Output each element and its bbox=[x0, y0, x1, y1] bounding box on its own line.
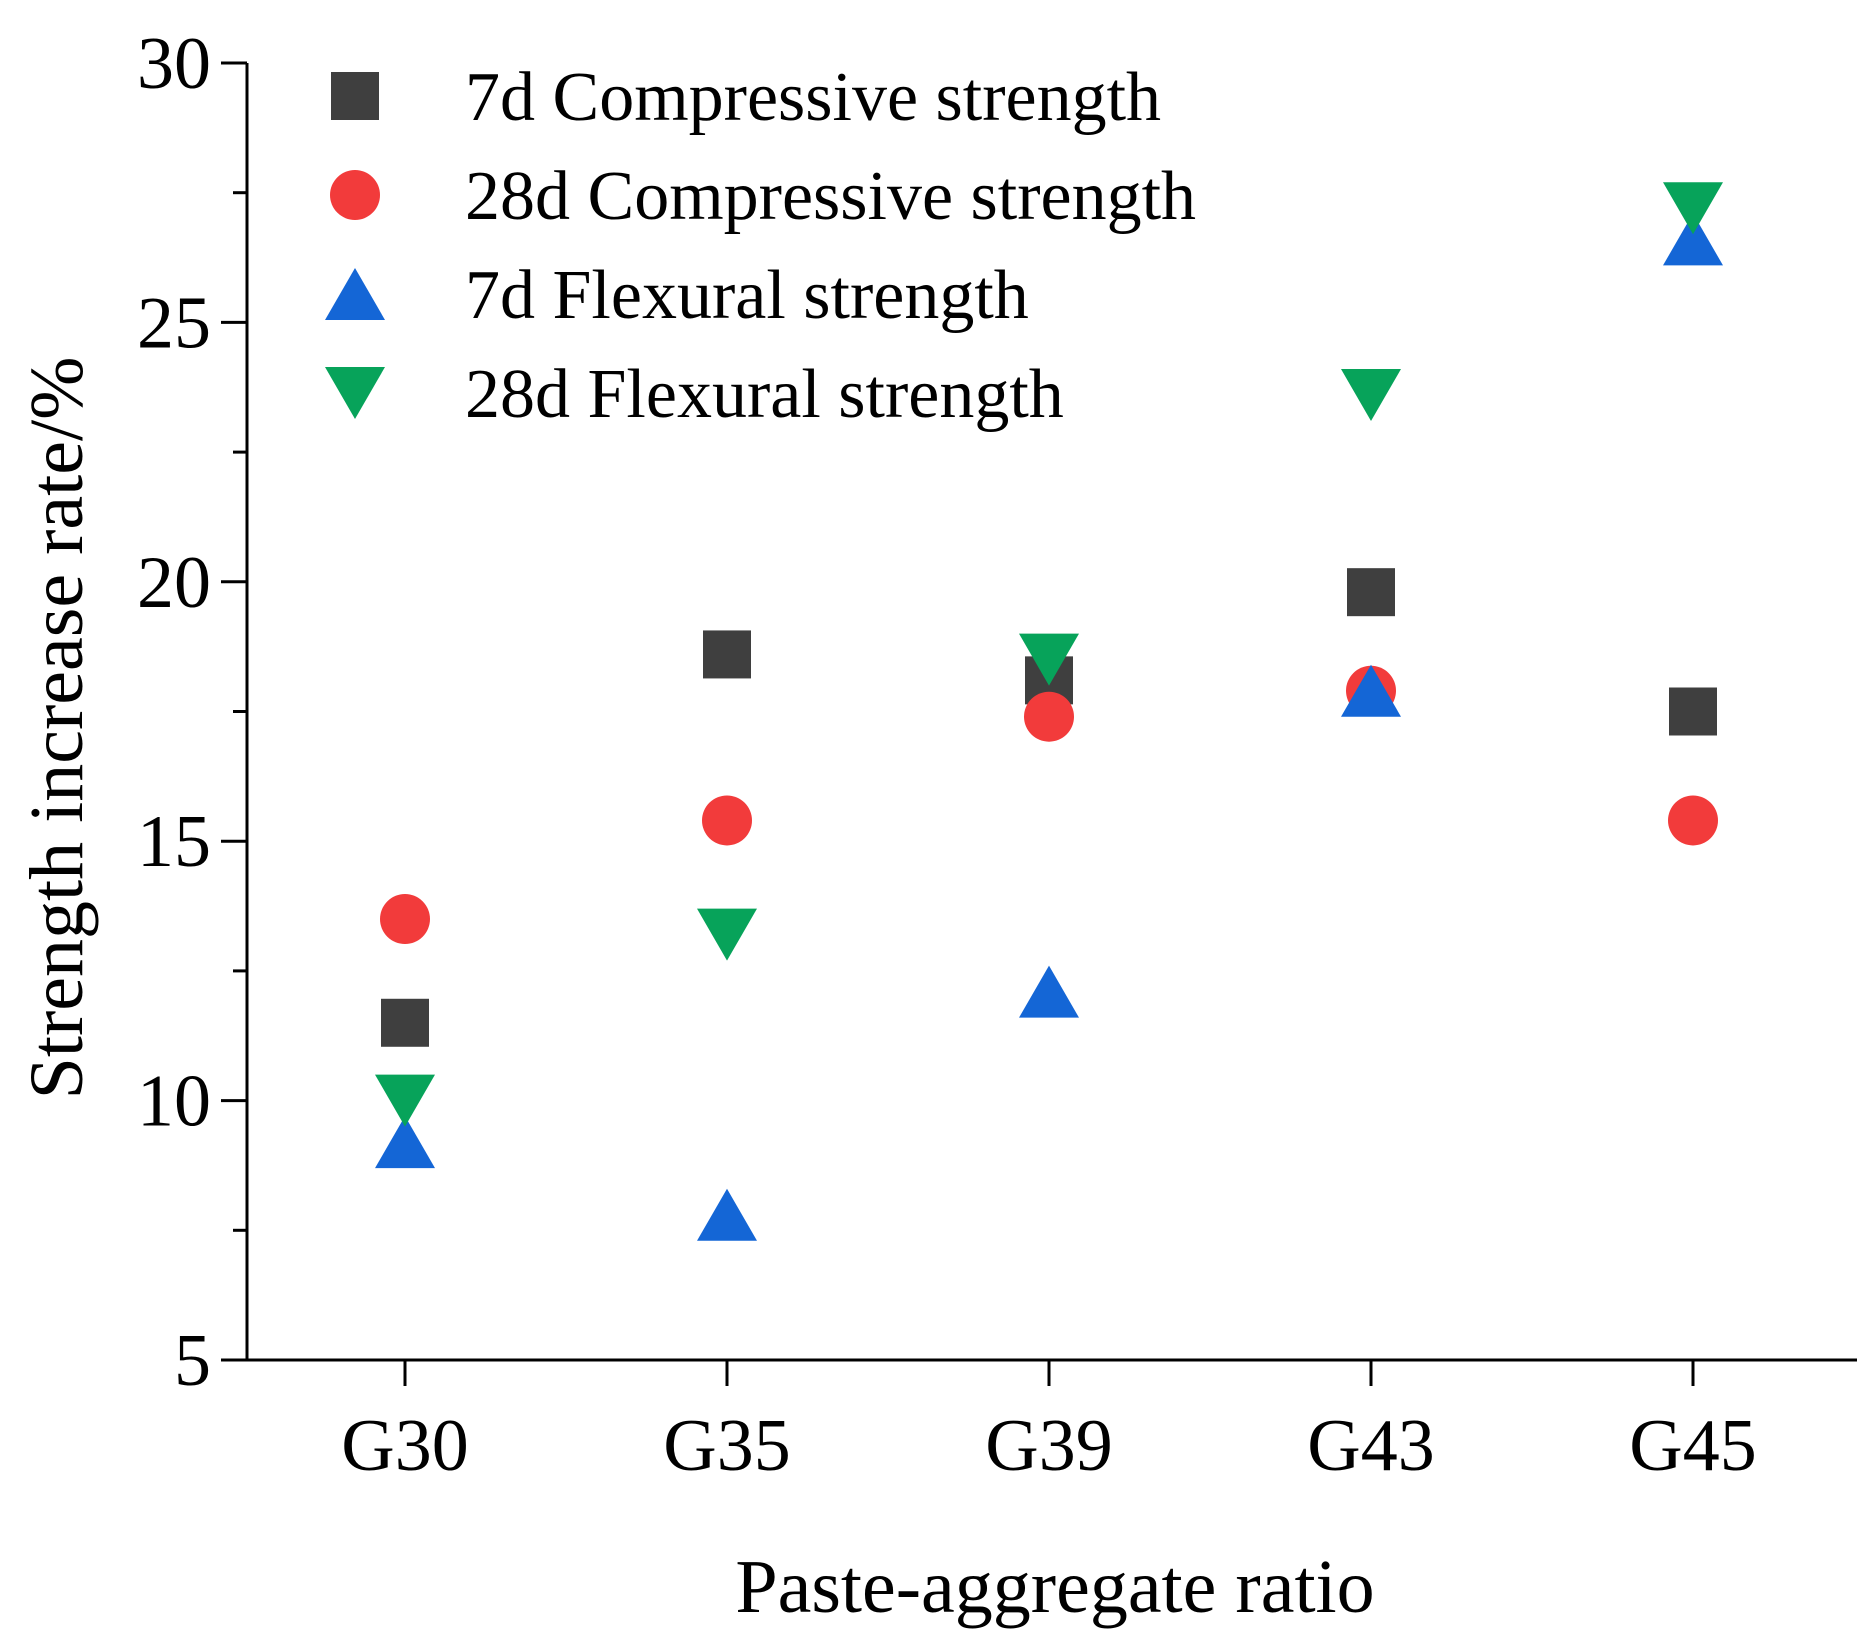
data-point bbox=[375, 1116, 435, 1169]
data-point bbox=[375, 1074, 435, 1127]
data-point bbox=[1341, 664, 1401, 717]
legend-marker bbox=[330, 170, 380, 220]
data-point bbox=[1019, 965, 1079, 1018]
x-axis-label: Paste-aggregate ratio bbox=[735, 1545, 1374, 1629]
data-point bbox=[1663, 182, 1723, 235]
data-point bbox=[1024, 691, 1074, 742]
legend-label: 28d Flexural strength bbox=[465, 356, 1064, 433]
legend-item: 28d Compressive strength bbox=[330, 158, 1196, 235]
x-tick-label: G39 bbox=[985, 1405, 1112, 1487]
series-4 bbox=[375, 182, 1723, 1127]
data-point bbox=[1668, 795, 1718, 846]
axes: 5 10 15 20 25 30 G30 G35 G39 G43 G45 bbox=[137, 23, 1857, 1487]
data-point bbox=[1019, 633, 1079, 686]
y-tick-label: 10 bbox=[137, 1061, 211, 1143]
legend-marker bbox=[331, 72, 379, 120]
data-point bbox=[1669, 687, 1717, 736]
data-point bbox=[380, 894, 430, 945]
legend-label: 7d Flexural strength bbox=[465, 257, 1029, 334]
legend-item: 7d Flexural strength bbox=[325, 257, 1029, 334]
data-point bbox=[1663, 213, 1723, 266]
series-2 bbox=[380, 665, 1718, 945]
x-tick-label: G35 bbox=[663, 1405, 790, 1487]
data-point bbox=[381, 998, 429, 1047]
x-tick-label: G30 bbox=[341, 1405, 468, 1487]
legend-label: 28d Compressive strength bbox=[465, 158, 1196, 235]
y-tick-label: 15 bbox=[137, 801, 211, 883]
legend-marker bbox=[325, 367, 385, 419]
data-point bbox=[702, 795, 752, 846]
y-tick-label: 20 bbox=[137, 542, 211, 624]
x-tick-label: G45 bbox=[1629, 1405, 1756, 1487]
y-tick-label: 25 bbox=[137, 282, 211, 364]
legend-item: 28d Flexural strength bbox=[325, 356, 1064, 433]
y-axis-label: Strength increase rate/% bbox=[15, 357, 99, 1100]
data-point bbox=[1341, 369, 1401, 422]
data-point bbox=[703, 630, 751, 679]
data-point bbox=[1347, 568, 1395, 617]
data-marks bbox=[375, 182, 1723, 1241]
legend-marker bbox=[325, 268, 385, 320]
y-tick-label: 30 bbox=[137, 23, 211, 105]
data-point bbox=[697, 1188, 757, 1241]
x-tick-label: G43 bbox=[1307, 1405, 1434, 1487]
series-1 bbox=[381, 568, 1717, 1047]
legend-item: 7d Compressive strength bbox=[331, 59, 1161, 136]
series-3 bbox=[375, 213, 1723, 1241]
data-point bbox=[697, 908, 757, 961]
legend: 7d Compressive strength 28d Compressive s… bbox=[325, 59, 1196, 433]
y-tick-label: 5 bbox=[174, 1320, 211, 1402]
legend-label: 7d Compressive strength bbox=[465, 59, 1161, 136]
